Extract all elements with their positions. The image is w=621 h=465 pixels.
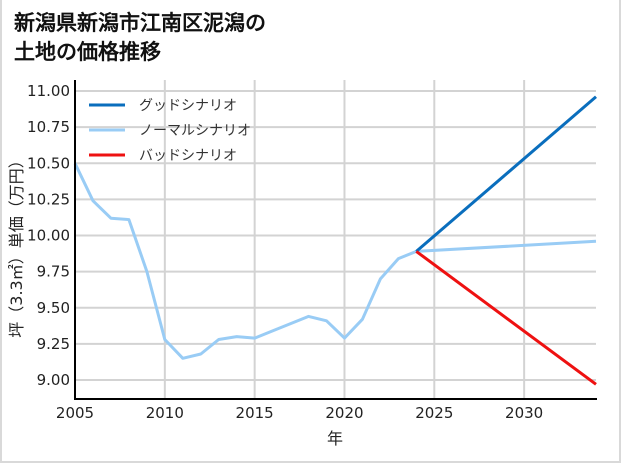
legend-label: グッドシナリオ [139, 98, 237, 114]
legend-label: ノーマルシナリオ [139, 123, 251, 139]
x-tick-label: 2005 [56, 404, 94, 422]
x-tick-label: 2015 [236, 404, 274, 422]
x-axis-ticks: 2005 2010 2015 2020 2025 2030 [56, 404, 543, 422]
title-line-2: 土地の価格推移 [14, 40, 161, 64]
legend-label: バッドシナリオ [139, 148, 237, 164]
y-tick-label: 10.75 [27, 118, 70, 136]
y-tick-label: 10.50 [27, 154, 70, 172]
series-line [415, 95, 597, 253]
x-tick-label: 2010 [146, 404, 184, 422]
y-tick-label: 9.00 [37, 371, 70, 389]
y-tick-label: 9.50 [37, 299, 70, 317]
x-tick-label: 2030 [505, 404, 543, 422]
x-tick-label: 2020 [325, 404, 363, 422]
y-tick-label: 9.25 [37, 335, 70, 353]
series-line [73, 162, 597, 360]
chart-title: 新潟県新潟市江南区泥潟の 土地の価格推移 [14, 9, 266, 67]
x-tick-label: 2025 [415, 404, 453, 422]
y-axis-ticks: 9.00 9.25 9.50 9.75 10.00 10.25 10.50 10.75 11.0… [27, 82, 70, 389]
y-tick-label: 9.75 [37, 263, 70, 281]
y-axis-label: 坪（3.3㎡）単価（万円） [7, 152, 26, 337]
title-line-1: 新潟県新潟市江南区泥潟の [14, 11, 266, 35]
x-axis-label: 年 [327, 429, 343, 448]
y-tick-label: 11.00 [27, 82, 70, 100]
y-tick-label: 10.25 [27, 190, 70, 208]
data-series [73, 95, 597, 386]
y-tick-label: 10.00 [27, 227, 70, 245]
series-line [415, 250, 597, 386]
